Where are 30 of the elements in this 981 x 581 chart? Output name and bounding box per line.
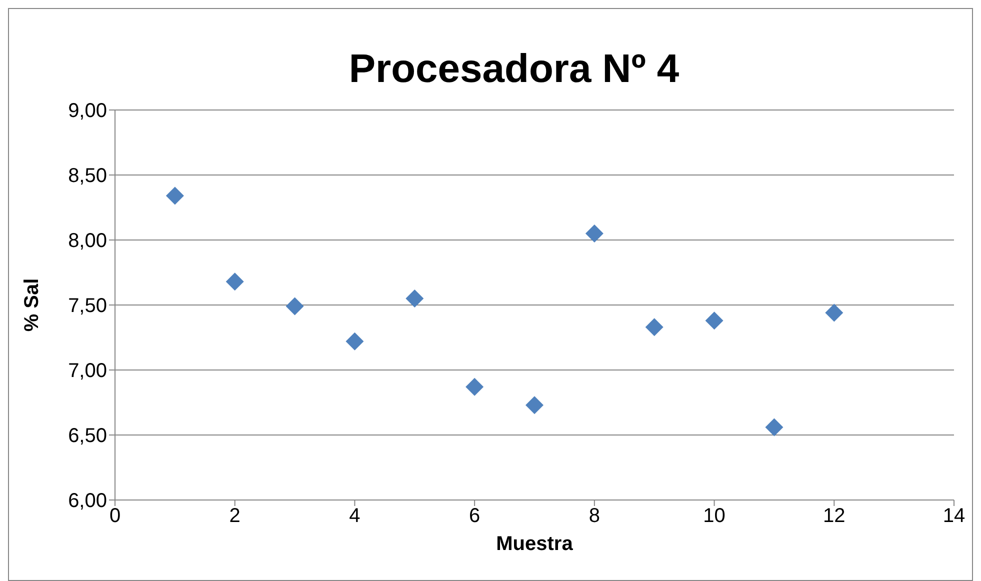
y-tick-label: 9,00	[68, 100, 107, 122]
point	[765, 418, 784, 436]
point	[645, 318, 664, 336]
chart-title: Procesadora Nº 4	[348, 47, 680, 92]
x-tick-label: 8	[588, 505, 600, 528]
y-tick-label: 7,00	[68, 360, 107, 382]
point	[825, 304, 844, 322]
y-axis-title: % Sal	[21, 278, 44, 332]
y-tick-label: 6,50	[68, 425, 107, 448]
y-tick-label: 6,00	[68, 490, 107, 512]
point	[526, 396, 544, 414]
point	[585, 224, 604, 242]
y-tick-label: 8,00	[68, 230, 107, 252]
point	[286, 297, 304, 316]
x-tick-label: 2	[229, 505, 240, 528]
point	[346, 332, 364, 350]
x-tick-label: 0	[109, 505, 121, 528]
point	[466, 378, 484, 396]
x-tick-label: 10	[703, 505, 726, 528]
x-tick-label: 14	[942, 505, 966, 528]
x-tick-label: 12	[823, 505, 846, 528]
x-tick-label: 6	[469, 505, 480, 528]
point	[226, 272, 244, 291]
y-tick-label: 7,50	[68, 295, 107, 318]
x-axis-title: Muestra	[496, 533, 574, 555]
y-tick-label: 8,50	[68, 165, 107, 188]
point	[406, 290, 424, 308]
point	[705, 312, 724, 330]
point	[166, 186, 184, 205]
x-tick-label: 4	[349, 505, 360, 528]
